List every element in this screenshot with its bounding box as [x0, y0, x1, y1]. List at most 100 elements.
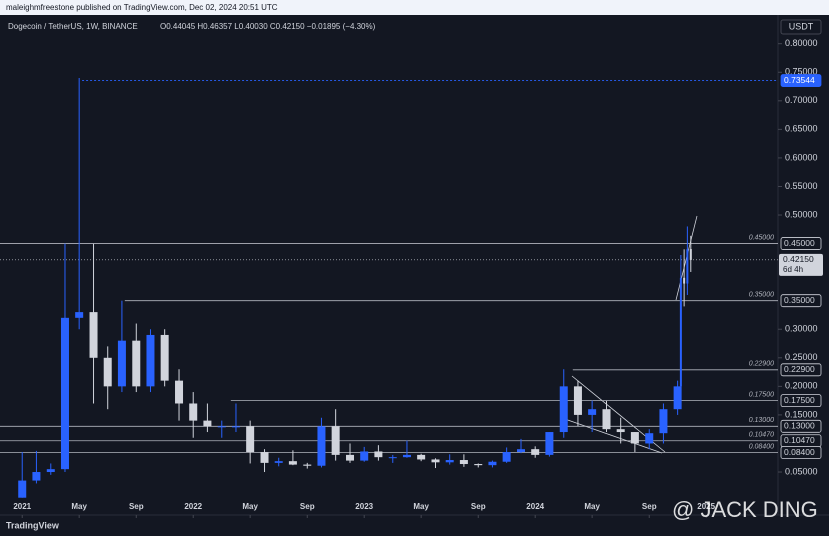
level-label: 0.10470	[749, 432, 774, 439]
candle-body	[517, 449, 526, 453]
x-tick-label: Sep	[300, 502, 315, 511]
candle-body	[602, 409, 611, 430]
x-tick-label: Sep	[642, 502, 657, 511]
ohlc-legend: O0.44045 H0.46357 L0.40030 C0.42150 −0.0…	[160, 22, 376, 31]
header-bar	[0, 0, 829, 15]
candle-body	[189, 403, 198, 421]
candle-body	[117, 340, 126, 387]
last-price-label: 0.42150	[783, 254, 814, 264]
candle-body	[502, 452, 511, 462]
last-price-tag	[779, 253, 823, 276]
level-tag	[780, 363, 822, 377]
level-tag	[780, 74, 822, 87]
level-tag-label: 0.45000	[784, 238, 815, 248]
currency: USDT	[789, 21, 814, 31]
candle-body	[531, 449, 540, 455]
candle-body	[146, 334, 155, 387]
candle-body	[388, 457, 397, 459]
candle-body	[317, 426, 326, 466]
y-tick-label: 0.15000	[785, 409, 818, 419]
candle-body	[616, 429, 625, 433]
plot: 0.80000 0.75000 0.70000 0.65000 0.60000 0.550…	[0, 38, 823, 518]
candle-body	[459, 460, 468, 465]
level-label: 0.45000	[749, 234, 774, 241]
x-tick-label: Sep	[129, 502, 144, 511]
candle-body	[402, 454, 411, 458]
y-tick-label: 0.75000	[785, 67, 818, 77]
x-tick-label: 2025	[697, 502, 715, 511]
x-tick-label: 2024	[526, 502, 544, 511]
level-tag	[780, 419, 822, 433]
candle-body	[686, 249, 689, 284]
x-tick-label: May	[413, 502, 429, 511]
currency-box	[780, 19, 822, 35]
level-label: 0.08400	[749, 443, 774, 450]
candle-body	[445, 460, 454, 463]
candle-body	[160, 334, 169, 381]
x-tick-label: May	[242, 502, 258, 511]
level-tag-label: 0.35000	[784, 295, 815, 305]
x-tick-label: Sep	[471, 502, 486, 511]
candle-body	[545, 432, 554, 455]
y-tick-label: 0.50000	[785, 209, 818, 219]
candle-body	[488, 461, 497, 466]
publisher: maleighmfreestone published on TradingVi…	[6, 3, 278, 12]
candle-body	[331, 426, 340, 455]
level-label: 0.35000	[749, 292, 774, 299]
chart-title: Dogecoin / TetherUS, 1W, BINANCE	[8, 22, 138, 31]
level-tag-label: 0.08400	[784, 447, 815, 457]
candle-body	[32, 472, 41, 481]
x-tick-label: 2023	[355, 502, 373, 511]
level-tag	[780, 294, 822, 308]
y-tick-label: 0.80000	[785, 38, 818, 48]
candle-body	[89, 312, 98, 358]
wedge-line	[561, 417, 663, 454]
candle-body	[630, 432, 639, 444]
level-tag	[780, 237, 822, 250]
x-tick-label: 2021	[13, 502, 31, 511]
candle-body	[246, 426, 255, 453]
level-tag-label: 0.73544	[784, 75, 815, 85]
candle-body	[431, 459, 440, 463]
y-tick-label: 0.55000	[785, 181, 818, 191]
y-tick-label: 0.30000	[785, 324, 818, 334]
candle-body	[346, 454, 355, 461]
candle-body	[46, 469, 55, 473]
candle-body	[175, 380, 184, 404]
watermark: @ JACK DING	[672, 497, 818, 522]
y-tick-label: 0.60000	[785, 152, 818, 162]
y-tick-label: 0.05000	[785, 466, 818, 476]
candle-body	[374, 451, 383, 458]
level-tag-label: 0.17500	[784, 395, 815, 405]
x-tick-label: May	[71, 502, 87, 511]
level-tag	[780, 446, 822, 459]
countdown: 6d 4h	[783, 265, 803, 274]
x-tick-label: May	[584, 502, 600, 511]
candle-body	[132, 340, 141, 387]
level-tag-label: 0.10470	[784, 435, 815, 445]
candle-body	[103, 357, 112, 387]
candle-body	[673, 386, 682, 410]
y-tick-label: 0.20000	[785, 381, 818, 391]
level-label: 0.22900	[749, 361, 774, 368]
logo: TradingView	[6, 520, 60, 530]
candle-body	[588, 409, 597, 415]
candle-body	[303, 464, 312, 466]
candle-body	[274, 461, 283, 463]
candle-body	[559, 386, 568, 433]
candle-body	[360, 451, 369, 461]
candle-body	[679, 277, 682, 387]
candle-body	[18, 480, 27, 498]
y-tick-label: 0.65000	[785, 124, 818, 134]
candle-body	[60, 317, 69, 470]
candle-body	[417, 454, 426, 460]
candle-body	[75, 312, 84, 318]
y-tick-label: 0.70000	[785, 95, 818, 105]
level-tag	[780, 394, 822, 408]
level-tag-label: 0.22900	[784, 364, 815, 374]
candle-body	[645, 433, 654, 444]
level-label: 0.17500	[749, 391, 774, 398]
candle-body	[231, 426, 240, 428]
candle-body	[573, 386, 582, 415]
